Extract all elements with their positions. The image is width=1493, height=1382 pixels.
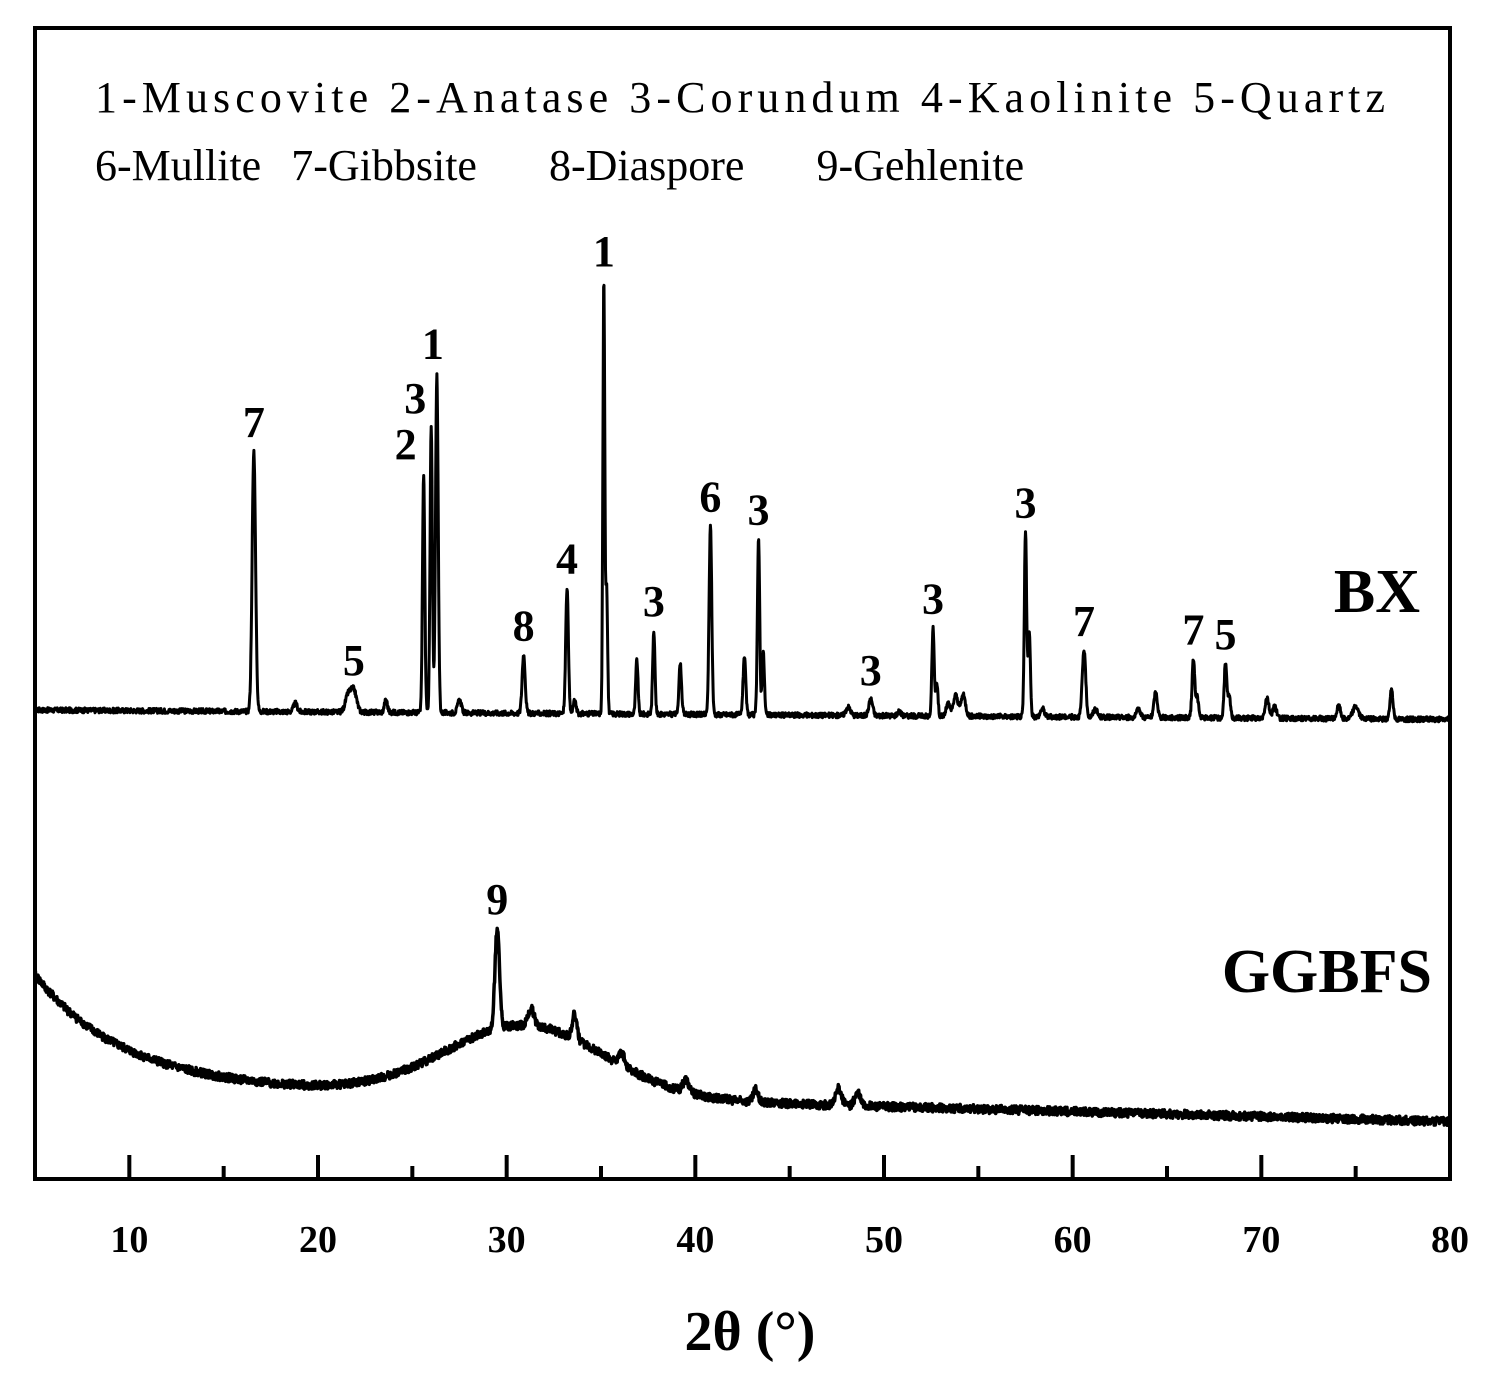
peak-label: 8: [513, 601, 535, 650]
peak-label: 3: [1015, 478, 1037, 527]
x-tick-label: 70: [1242, 1219, 1280, 1261]
peak-label: 2: [395, 420, 417, 469]
peak-label: 7: [243, 398, 265, 447]
x-tick-label: 10: [110, 1219, 148, 1261]
legend-entry: 9-Gehlenite: [816, 141, 1024, 190]
x-axis-tick-labels: 10 20 30 40 50 60 70 80: [110, 1219, 1469, 1261]
peak-label: 7: [1182, 606, 1204, 655]
peak-label: 3: [643, 577, 665, 626]
x-tick-label: 20: [299, 1219, 337, 1261]
x-axis-label: 2θ (°): [685, 1301, 816, 1363]
plot-frame: [33, 26, 1452, 1181]
peak-label: 7: [1073, 597, 1095, 646]
legend-entry: 5-Quartz: [1177, 73, 1385, 122]
legend-entry: 1-Muscovite: [95, 73, 368, 122]
peak-label: 5: [343, 636, 365, 685]
x-axis-ticks: [127, 1155, 1358, 1179]
legend-line-1: 1-Muscovite 2-Anatase 3-Corundum 4-Kaoli…: [95, 73, 1385, 122]
legend-entry: 2-Anatase: [373, 73, 608, 122]
legend-entry: 6-Mullite: [95, 141, 261, 190]
peak-label: 6: [699, 473, 721, 522]
legend-line-2: 6-Mullite 7-Gibbsite 8-Diaspore 9-Gehlenite: [95, 141, 1024, 190]
legend-entry: 8-Diaspore: [549, 141, 745, 190]
peak-label: 3: [748, 485, 770, 534]
peak-label: 3: [922, 575, 944, 624]
legend-entry: 4-Kaolinite: [905, 73, 1172, 122]
peak-label: 3: [404, 374, 426, 423]
series-line-bx: [33, 283, 1452, 724]
peak-label: 4: [556, 535, 578, 584]
legend-entry: 3-Corundum: [613, 73, 900, 122]
x-tick-label: 40: [676, 1219, 714, 1261]
peak-label: 1: [593, 227, 615, 276]
peak-label: 9: [486, 875, 508, 924]
legend-entry: 7-Gibbsite: [291, 141, 477, 190]
series-label-ggbfs: GGBFS: [1222, 938, 1432, 1006]
peak-label: 5: [1214, 610, 1236, 659]
x-tick-label: 30: [488, 1219, 526, 1261]
series-label-bx: BX: [1334, 558, 1420, 626]
peak-label: 1: [422, 319, 444, 368]
x-tick-label: 50: [865, 1219, 903, 1261]
peak-label: 3: [860, 646, 882, 695]
series-line-ggbfs: [33, 926, 1452, 1128]
x-tick-label: 60: [1054, 1219, 1092, 1261]
x-tick-label: 80: [1431, 1219, 1469, 1261]
